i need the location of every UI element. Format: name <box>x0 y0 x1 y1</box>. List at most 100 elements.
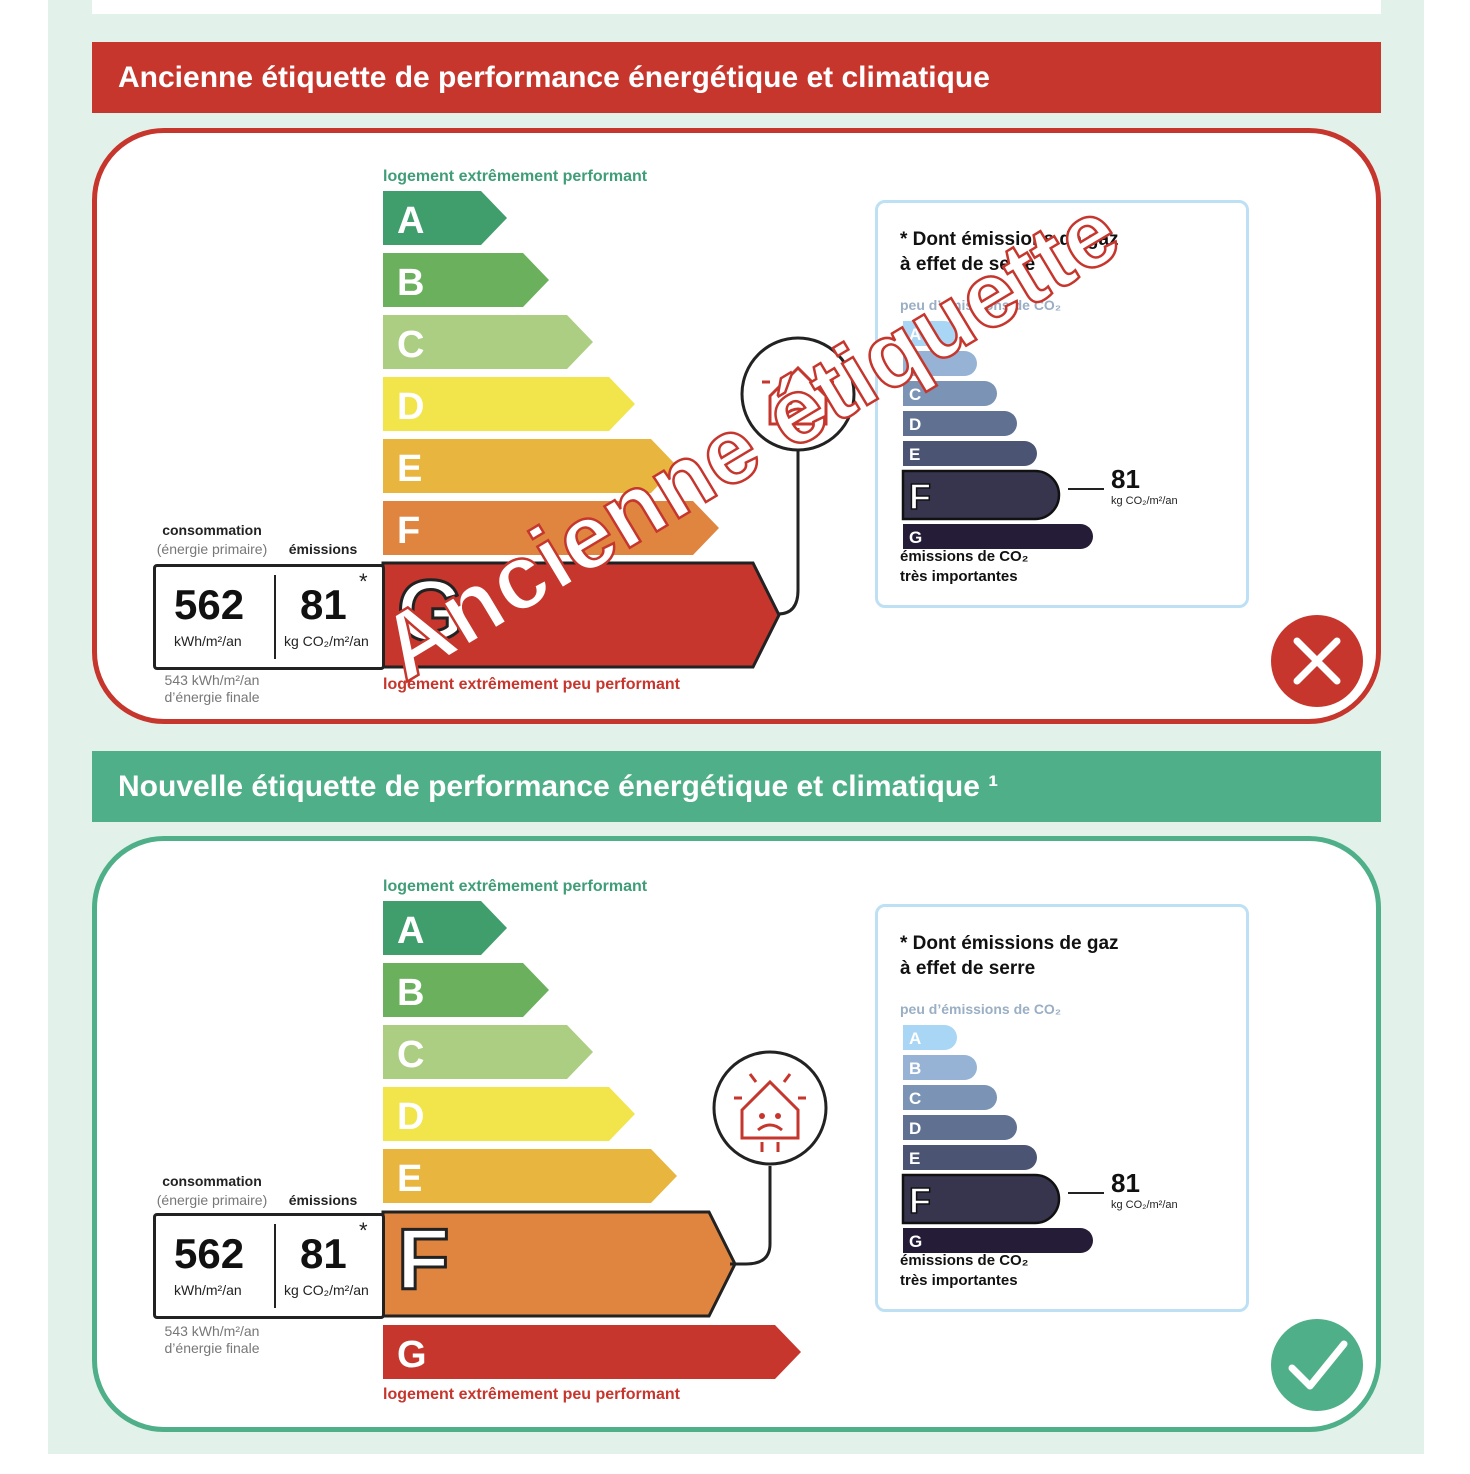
new-values-box: 562 kWh/m²/an 81 * kg CO₂/m²/an <box>153 1213 385 1319</box>
new-emissions-label: émissions <box>288 1192 358 1208</box>
energy-class-e: E <box>383 1149 677 1203</box>
ges-class-letter: E <box>909 445 920 464</box>
new-consumption-value: 562 <box>174 1230 245 1277</box>
energy-class-letter: C <box>397 1034 424 1076</box>
ges-class-letter: C <box>909 1089 921 1108</box>
ges-class-c: C <box>903 1085 997 1110</box>
energy-class-f: F <box>381 1210 737 1318</box>
ges-class-letter: A <box>909 325 921 344</box>
energy-class-d: D <box>383 377 635 431</box>
energy-class-letter: B <box>397 262 424 304</box>
old-emissions-unit: kg CO₂/m²/an <box>284 633 369 649</box>
new-ges-dash <box>1068 1192 1104 1194</box>
new-house-icon <box>712 1050 828 1166</box>
old-ges-high-caption: émissions de CO₂ très importantes <box>900 548 1029 585</box>
new-ges-title: * Dont émissions de gaz à effet de serre <box>900 933 1119 979</box>
old-label-banner: Ancienne étiquette de performance énergé… <box>92 42 1381 113</box>
old-consumption-label: consommation (énergie primaire) <box>156 522 268 557</box>
new-emissions-value: 81 <box>300 1230 347 1277</box>
values-separator <box>274 575 276 659</box>
old-emissions-star: * <box>359 569 368 594</box>
energy-class-letter: B <box>397 972 424 1014</box>
new-bottom-caption: logement extrêmement peu performant <box>383 1386 680 1403</box>
new-ges-value: 81 <box>1111 1168 1140 1198</box>
ges-class-a: A <box>903 321 957 346</box>
ges-class-letter: F <box>909 476 931 517</box>
energy-class-letter: D <box>397 1096 424 1138</box>
energy-class-letter: G <box>397 1334 427 1376</box>
new-final-energy: 543 kWh/m²/an d’énergie finale <box>164 1323 260 1356</box>
ges-class-letter: A <box>909 1029 921 1048</box>
ges-class-a: A <box>903 1025 957 1050</box>
new-consumption-unit: kWh/m²/an <box>174 1282 242 1298</box>
ges-class-b: B <box>903 351 977 376</box>
energy-class-c: C <box>383 1025 593 1079</box>
old-emissions-label: émissions <box>288 541 358 557</box>
energy-class-letter: F <box>397 1212 450 1308</box>
energy-class-letter: A <box>397 910 424 952</box>
ges-class-letter: B <box>909 1059 921 1078</box>
old-values-box: 562 kWh/m²/an 81 * kg CO₂/m²/an <box>153 564 385 670</box>
ges-class-d: D <box>903 411 1017 436</box>
new-emissions-unit: kg CO₂/m²/an <box>284 1282 369 1298</box>
ges-class-letter: B <box>909 355 921 374</box>
ges-class-f: F <box>901 469 1061 521</box>
old-bottom-caption: logement extrêmement peu performant <box>383 676 680 693</box>
ges-class-f: F <box>901 1173 1061 1225</box>
ges-class-letter: C <box>909 385 921 404</box>
ges-class-g: G <box>903 1228 1093 1253</box>
ges-class-letter: G <box>909 1232 922 1251</box>
old-ges-unit: kg CO₂/m²/an <box>1111 495 1178 507</box>
energy-class-f: F <box>383 501 719 555</box>
old-emissions-value: 81 <box>300 581 347 628</box>
ges-class-letter: E <box>909 1149 920 1168</box>
old-ges-panel: * Dont émissions de gaz à effet de serre… <box>875 200 1249 608</box>
check-icon <box>1271 1319 1363 1411</box>
energy-class-b: B <box>383 963 549 1017</box>
energy-class-letter: G <box>397 563 464 659</box>
old-consumption-unit: kWh/m²/an <box>174 633 242 649</box>
ges-class-d: D <box>903 1115 1017 1140</box>
old-ges-dash <box>1068 488 1104 490</box>
ges-class-g: G <box>903 524 1093 549</box>
energy-class-letter: E <box>397 448 422 490</box>
new-top-caption: logement extrêmement performant <box>383 878 648 895</box>
ges-class-letter: G <box>909 528 922 547</box>
energy-class-c: C <box>383 315 593 369</box>
ges-class-letter: D <box>909 1119 921 1138</box>
new-connector-line <box>730 1166 772 1266</box>
old-ges-low-caption: peu d’émissions de CO₂ <box>900 297 1062 313</box>
ges-class-c: C <box>903 381 997 406</box>
old-ges-title: * Dont émissions de gaz à effet de serre <box>900 229 1119 275</box>
energy-class-letter: E <box>397 1158 422 1200</box>
energy-class-g: G <box>383 1325 801 1379</box>
ges-class-e: E <box>903 441 1037 466</box>
energy-class-letter: F <box>397 510 420 552</box>
energy-class-letter: D <box>397 386 424 428</box>
old-consumption-value: 562 <box>174 581 245 628</box>
new-ges-low-caption: peu d’émissions de CO₂ <box>900 1001 1062 1017</box>
cross-icon <box>1271 615 1363 707</box>
values-separator <box>274 1224 276 1308</box>
energy-class-a: A <box>383 901 507 955</box>
energy-class-e: E <box>383 439 677 493</box>
previous-panel-edge <box>92 0 1381 14</box>
new-label-banner: Nouvelle étiquette de performance énergé… <box>92 751 1381 822</box>
old-ges-value: 81 <box>1111 464 1140 494</box>
ges-class-e: E <box>903 1145 1037 1170</box>
old-connector-line <box>777 450 800 616</box>
new-ges-unit: kg CO₂/m²/an <box>1111 1199 1178 1211</box>
energy-class-letter: C <box>397 324 424 366</box>
energy-class-d: D <box>383 1087 635 1141</box>
new-ges-high-caption: émissions de CO₂ très importantes <box>900 1252 1029 1289</box>
energy-class-letter: A <box>397 200 424 242</box>
new-emissions-star: * <box>359 1218 368 1243</box>
old-top-caption: logement extrêmement performant <box>383 168 648 185</box>
new-consumption-label: consommation (énergie primaire) <box>156 1173 268 1208</box>
energy-class-a: A <box>383 191 507 245</box>
new-ges-panel: * Dont émissions de gaz à effet de serre… <box>875 904 1249 1312</box>
